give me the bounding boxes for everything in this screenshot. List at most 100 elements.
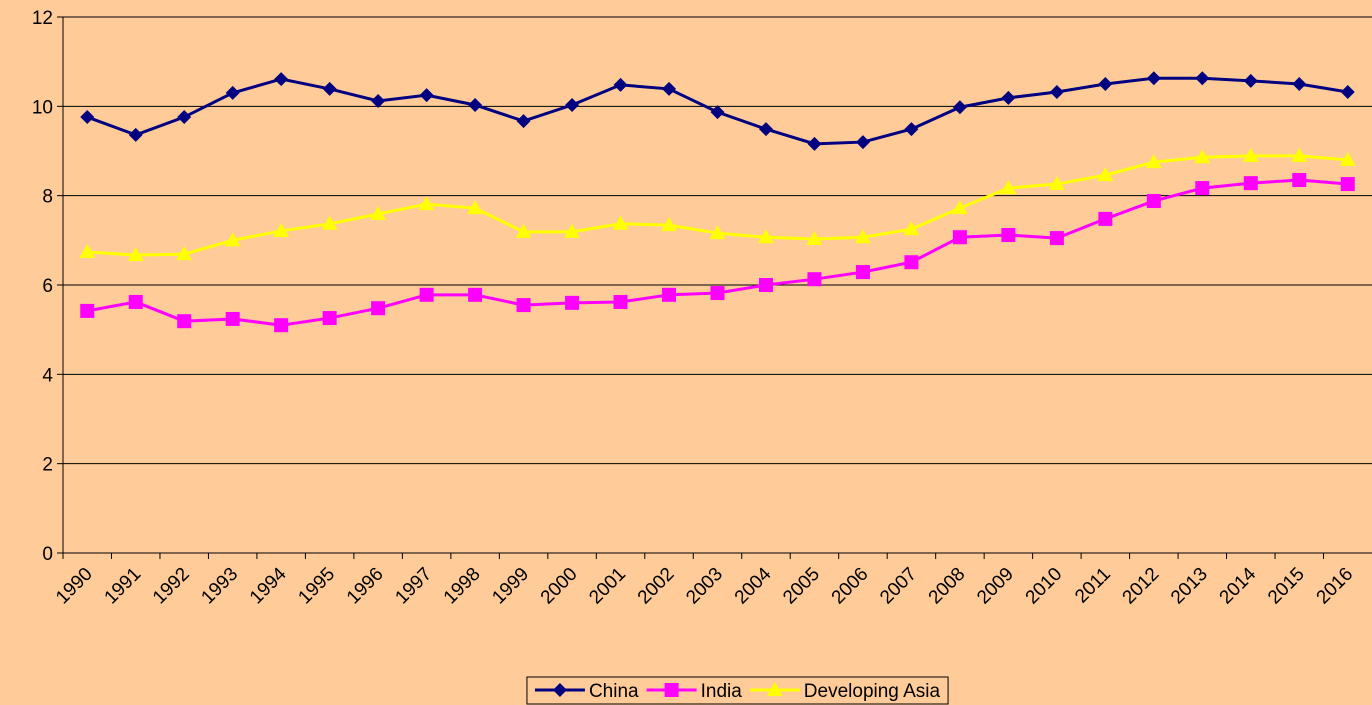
marker xyxy=(613,294,628,309)
marker xyxy=(854,229,871,244)
x-tick-label: 2000 xyxy=(537,564,582,609)
marker xyxy=(1340,85,1355,100)
marker xyxy=(1000,180,1017,195)
marker xyxy=(80,303,95,318)
marker xyxy=(1195,71,1210,86)
x-tick-label: 1999 xyxy=(488,564,533,609)
marker xyxy=(904,122,919,137)
x-tick-label: 2011 xyxy=(1071,564,1115,608)
marker xyxy=(565,97,580,112)
marker xyxy=(806,230,823,245)
marker xyxy=(565,295,580,310)
x-tick-label: 1997 xyxy=(391,564,436,609)
x-tick-label: 1993 xyxy=(197,564,242,609)
marker xyxy=(612,215,629,230)
x-tick-label: 1990 xyxy=(52,564,97,609)
marker xyxy=(807,272,822,287)
marker xyxy=(419,88,434,103)
marker xyxy=(1292,77,1307,91)
y-tick-label: 8 xyxy=(42,187,53,208)
x-tick-label: 2006 xyxy=(828,564,873,609)
marker xyxy=(515,223,532,238)
marker xyxy=(321,215,338,230)
marker xyxy=(468,97,483,112)
y-tick-label: 2 xyxy=(42,455,53,476)
marker xyxy=(1001,227,1016,242)
x-tick-label: 1991 xyxy=(101,564,146,609)
x-tick-label: 2005 xyxy=(779,564,824,609)
marker xyxy=(468,287,483,302)
y-tick-label: 0 xyxy=(42,544,53,565)
x-tick-label: 2010 xyxy=(1022,564,1067,609)
marker xyxy=(1098,77,1113,91)
x-tick-label: 2012 xyxy=(1119,564,1164,609)
marker xyxy=(709,225,726,240)
legend: China India Developing Asia xyxy=(526,676,949,705)
marker xyxy=(662,287,677,302)
marker xyxy=(79,243,96,258)
marker xyxy=(274,72,289,87)
marker xyxy=(516,298,531,313)
marker xyxy=(1145,154,1162,169)
marker xyxy=(1048,176,1065,191)
marker xyxy=(1049,85,1064,100)
marker xyxy=(1243,73,1258,88)
marker xyxy=(128,294,143,309)
x-tick-label: 1994 xyxy=(246,563,291,608)
x-tick-label: 1995 xyxy=(294,564,339,609)
marker xyxy=(1097,167,1114,182)
marker xyxy=(1340,177,1355,192)
marker xyxy=(177,110,192,125)
legend-label: China xyxy=(589,681,639,702)
marker xyxy=(1339,151,1356,166)
marker xyxy=(128,127,143,142)
marker xyxy=(322,81,337,96)
marker xyxy=(1243,176,1258,191)
marker xyxy=(419,287,434,302)
x-tick-label: 2007 xyxy=(876,564,921,609)
marker xyxy=(552,683,567,697)
marker xyxy=(1146,71,1161,86)
x-tick-label: 2014 xyxy=(1216,563,1261,608)
marker xyxy=(418,196,435,211)
y-tick-label: 12 xyxy=(32,8,53,29)
marker xyxy=(370,205,387,220)
marker xyxy=(274,318,289,333)
legend-box xyxy=(526,676,949,705)
marker xyxy=(224,232,241,247)
x-tick-label: 2004 xyxy=(731,563,776,608)
y-tick-label: 6 xyxy=(42,276,53,297)
y-tick-label: 10 xyxy=(32,97,53,118)
marker xyxy=(661,217,678,232)
marker xyxy=(1146,194,1161,209)
marker xyxy=(371,301,386,316)
marker xyxy=(1242,147,1259,162)
marker xyxy=(516,114,531,129)
marker xyxy=(807,136,822,151)
marker xyxy=(177,314,192,329)
marker xyxy=(664,683,679,697)
x-tick-label: 2016 xyxy=(1313,564,1358,609)
marker xyxy=(225,311,240,326)
marker xyxy=(758,122,773,137)
marker xyxy=(564,223,581,238)
x-tick-label: 2008 xyxy=(925,564,970,609)
x-tick-label: 1996 xyxy=(343,564,388,609)
marker xyxy=(855,265,870,280)
marker xyxy=(371,93,386,108)
x-tick-label: 2009 xyxy=(973,564,1018,609)
marker xyxy=(322,311,337,326)
marker xyxy=(1001,90,1016,105)
marker xyxy=(1049,231,1064,246)
marker xyxy=(904,255,919,270)
x-tick-label: 2003 xyxy=(682,564,727,609)
marker xyxy=(1195,181,1210,196)
x-tick-label: 2001 xyxy=(585,564,630,609)
x-tick-label: 2015 xyxy=(1264,564,1309,609)
marker xyxy=(662,81,677,96)
marker xyxy=(952,100,967,115)
marker xyxy=(176,246,193,261)
marker xyxy=(613,77,628,92)
marker xyxy=(80,110,95,125)
x-tick-label: 1992 xyxy=(149,564,194,609)
